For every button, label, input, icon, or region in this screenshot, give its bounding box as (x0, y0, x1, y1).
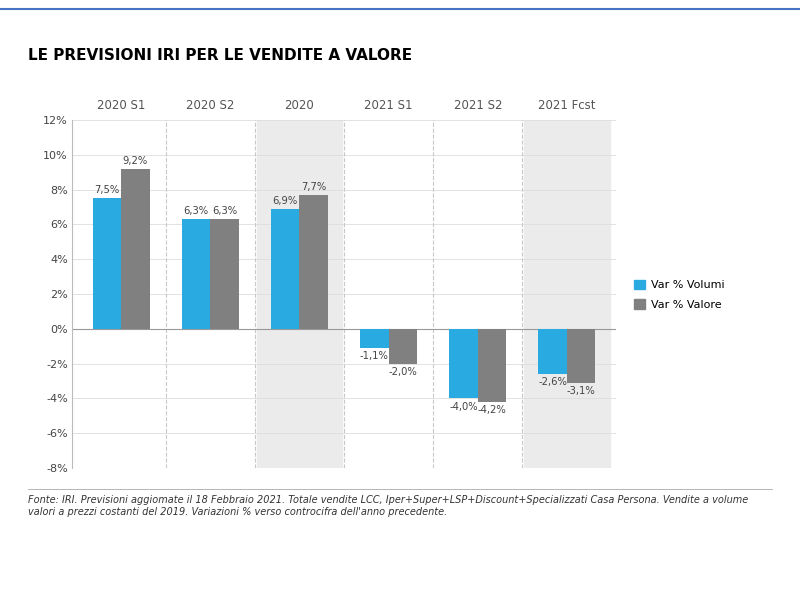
Text: -4,0%: -4,0% (449, 401, 478, 412)
Bar (257, 120, 342, 468)
Bar (567, 329, 595, 383)
Bar (360, 329, 389, 348)
Bar (524, 120, 610, 468)
Text: 6,3%: 6,3% (183, 206, 209, 216)
Bar (389, 329, 417, 364)
Bar (478, 329, 506, 402)
Legend: Var % Volumi, Var % Valore: Var % Volumi, Var % Valore (630, 275, 729, 314)
Text: -4,2%: -4,2% (478, 405, 506, 415)
Bar (210, 219, 238, 329)
Bar (271, 209, 299, 329)
Text: 9,2%: 9,2% (122, 155, 148, 166)
Bar (450, 329, 478, 398)
Text: 6,9%: 6,9% (273, 196, 298, 206)
Text: Fonte: IRI. Previsioni aggiomate il 18 Febbraio 2021. Totale vendite LCC, Iper+S: Fonte: IRI. Previsioni aggiomate il 18 F… (28, 495, 748, 517)
Bar (121, 169, 150, 329)
Bar (182, 219, 210, 329)
Text: -3,1%: -3,1% (567, 386, 595, 396)
Text: 7,5%: 7,5% (94, 185, 119, 195)
Bar (538, 329, 567, 374)
Bar (299, 195, 328, 329)
Text: 7,7%: 7,7% (301, 182, 326, 191)
Text: -2,6%: -2,6% (538, 377, 567, 387)
Text: -1,1%: -1,1% (360, 351, 389, 361)
Text: -2,0%: -2,0% (389, 367, 418, 377)
Bar (93, 198, 121, 329)
Text: LE PREVISIONI IRI PER LE VENDITE A VALORE: LE PREVISIONI IRI PER LE VENDITE A VALOR… (28, 48, 412, 63)
Text: 6,3%: 6,3% (212, 206, 237, 216)
